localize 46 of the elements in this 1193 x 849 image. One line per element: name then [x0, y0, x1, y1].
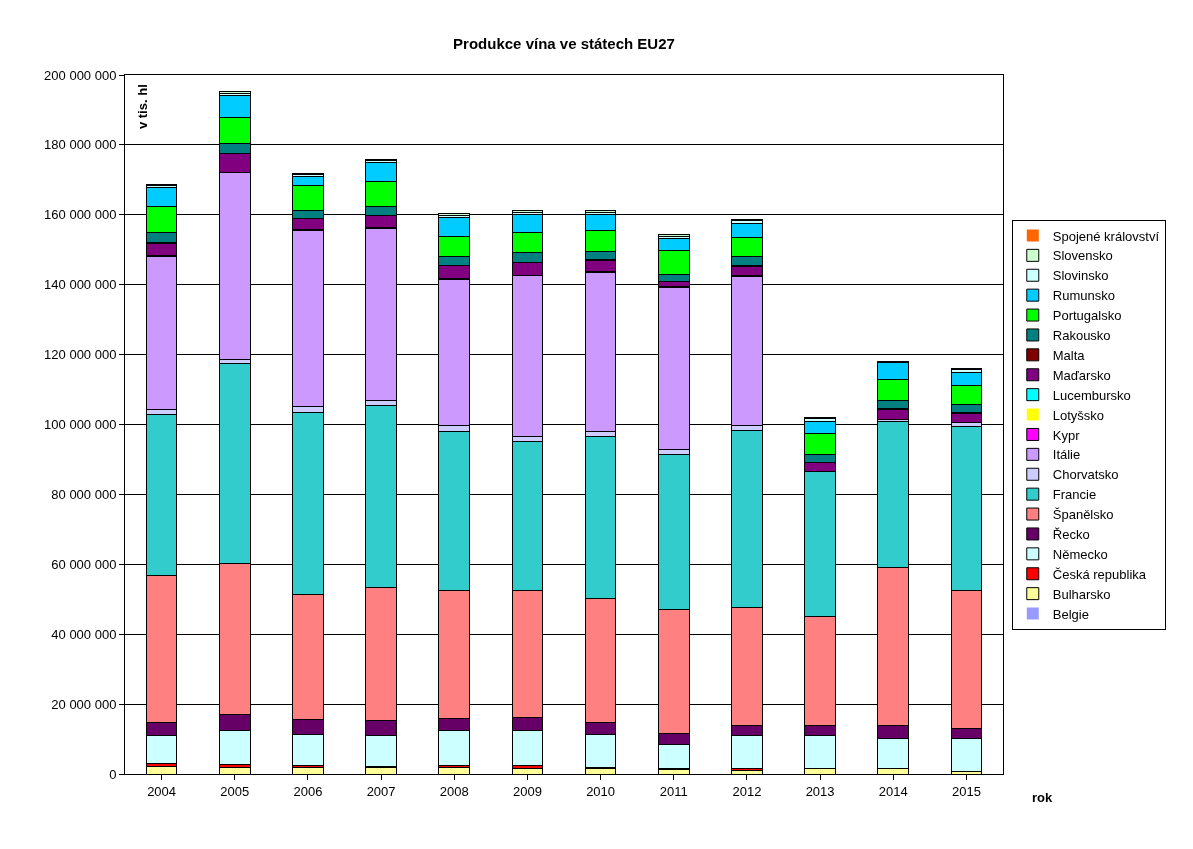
x-tick-label: 2005 [220, 783, 250, 799]
legend-label: Chorvatsko [1052, 467, 1119, 483]
legend-label: Španělsko [1052, 507, 1114, 523]
x-tick-label: 2013 [805, 783, 835, 799]
y-tick-label: 200 000 000 [44, 67, 117, 83]
legend-label: Rumunsko [1052, 288, 1115, 304]
legend-label: Portugalsko [1052, 308, 1122, 324]
legend-label: Lucembursko [1052, 387, 1131, 403]
y-tick-label: 160 000 000 [44, 207, 117, 223]
y-tick-label: 80 000 000 [51, 486, 117, 502]
legend-label: Rakousko [1052, 328, 1111, 344]
x-tick-label: 2012 [732, 783, 762, 799]
y-tick-label: 40 000 000 [51, 626, 117, 642]
x-tick-label: 2004 [147, 783, 177, 799]
x-tick-label: 2006 [293, 783, 323, 799]
x-tick-label: 2008 [439, 783, 469, 799]
legend-label: Slovensko [1052, 248, 1113, 264]
x-tick-label: 2007 [366, 783, 396, 799]
x-tick-label: 2010 [586, 783, 616, 799]
chart-title: Produkce vína ve státech EU27 [453, 34, 675, 52]
legend-label: Bulharsko [1052, 586, 1111, 602]
legend-label: Řecko [1052, 527, 1090, 543]
legend-label: Itálie [1052, 447, 1081, 463]
y-tick-label: 60 000 000 [51, 556, 117, 572]
legend-label: Malta [1052, 347, 1086, 363]
y-axis-title: v tis. hl [135, 84, 151, 130]
y-tick-label: 180 000 000 [44, 137, 117, 153]
x-tick-label: 2011 [659, 783, 688, 799]
legend-label: Spojené království [1052, 228, 1160, 244]
x-tick-label: 2009 [512, 783, 542, 799]
legend-label: Česká republika [1052, 566, 1147, 582]
y-tick-label: 0 [109, 766, 117, 782]
legend-label: Belgie [1052, 606, 1089, 622]
x-tick-label: 2014 [878, 783, 908, 799]
legend-label: Maďarsko [1052, 367, 1111, 383]
legend-label: Kypr [1052, 427, 1081, 443]
y-tick-label: 100 000 000 [44, 417, 117, 433]
y-tick-label: 140 000 000 [44, 277, 117, 293]
y-tick-label: 120 000 000 [44, 347, 117, 363]
legend-label: Francie [1052, 487, 1097, 503]
legend-label: Slovinsko [1052, 268, 1109, 284]
x-tick-label: 2015 [951, 783, 981, 799]
legend-label: Lotyšsko [1052, 407, 1105, 423]
x-axis-title: rok [1032, 790, 1053, 805]
legend-label: Německo [1052, 546, 1108, 562]
y-tick-label: 20 000 000 [51, 696, 117, 712]
